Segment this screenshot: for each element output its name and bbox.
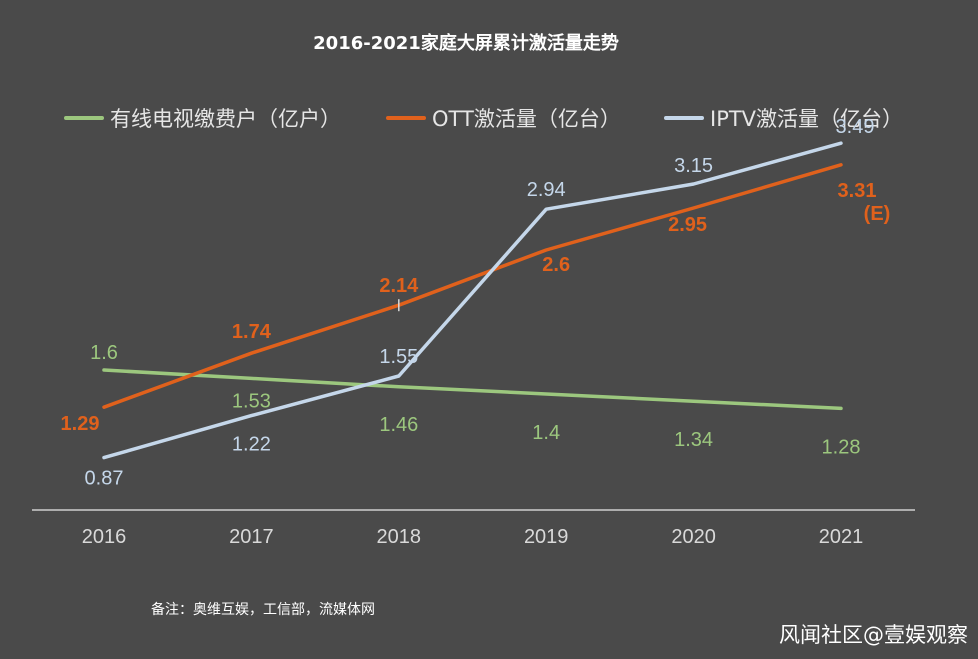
series-line-1 [102, 163, 843, 409]
data-label-s2-2017: 1.22 [232, 434, 271, 456]
data-label-s0-2017: 1.53 [232, 390, 271, 412]
x-tick-label-2020: 2020 [671, 526, 716, 548]
legend-label-1: OTT激活量（亿台） [432, 107, 621, 131]
x-axis-ticks: 2016 2017 2018 2019 2020 2021 [82, 526, 864, 548]
data-label-s1-2016: 1.29 [61, 413, 100, 435]
data-label-s0-2021: 1.28 [822, 436, 861, 458]
x-tick-label-2017: 2017 [229, 526, 274, 548]
legend-label-0: 有线电视缴费户（亿户） [110, 107, 341, 131]
x-tick-label-2018: 2018 [377, 526, 422, 548]
legend: 有线电视缴费户（亿户） OTT激活量（亿台） IPTV激活量（亿台） [64, 107, 903, 131]
data-label-s0-2019: 1.4 [532, 422, 560, 444]
annotation-estimate: (E) [864, 203, 891, 225]
series-lines [102, 141, 843, 460]
data-label-s2-2020: 3.15 [674, 155, 713, 177]
chart-title: 2016-2021家庭大屏累计激活量走势 [313, 32, 619, 54]
x-tick-label-2019: 2019 [524, 526, 569, 548]
series-line-0 [102, 368, 843, 411]
source-note: 备注：奥维互娱，工信部，流媒体网 [151, 601, 375, 618]
data-label-s0-2018: 1.46 [379, 414, 418, 436]
data-label-s1-2021: 3.31 [838, 180, 877, 202]
data-label-s2-2018: 1.55 [379, 346, 418, 368]
data-label-s1-2019: 2.6 [542, 254, 570, 276]
data-label-s0-2020: 1.34 [674, 429, 713, 451]
data-label-s2-2021: 3.49 [836, 116, 875, 138]
legend-label-2: IPTV激活量（亿台） [710, 107, 903, 131]
watermark: 风闻社区@壹娱观察 [779, 623, 968, 647]
series-line-2 [102, 141, 843, 460]
data-label-s2-2016: 0.87 [85, 468, 124, 490]
data-labels: 1.6 1.53 1.46 1.4 1.34 1.28 1.29 1.74 2.14 2.6 2.9… [61, 116, 891, 489]
data-label-s1-2017: 1.74 [232, 321, 272, 343]
data-label-s2-2019: 2.94 [527, 179, 566, 201]
data-label-s0-2016: 1.6 [90, 342, 118, 364]
x-tick-label-2016: 2016 [82, 526, 127, 548]
data-label-s1-2020: 2.95 [668, 214, 707, 236]
x-tick-label-2021: 2021 [819, 526, 864, 548]
data-label-s1-2018: 2.14 [379, 275, 419, 297]
